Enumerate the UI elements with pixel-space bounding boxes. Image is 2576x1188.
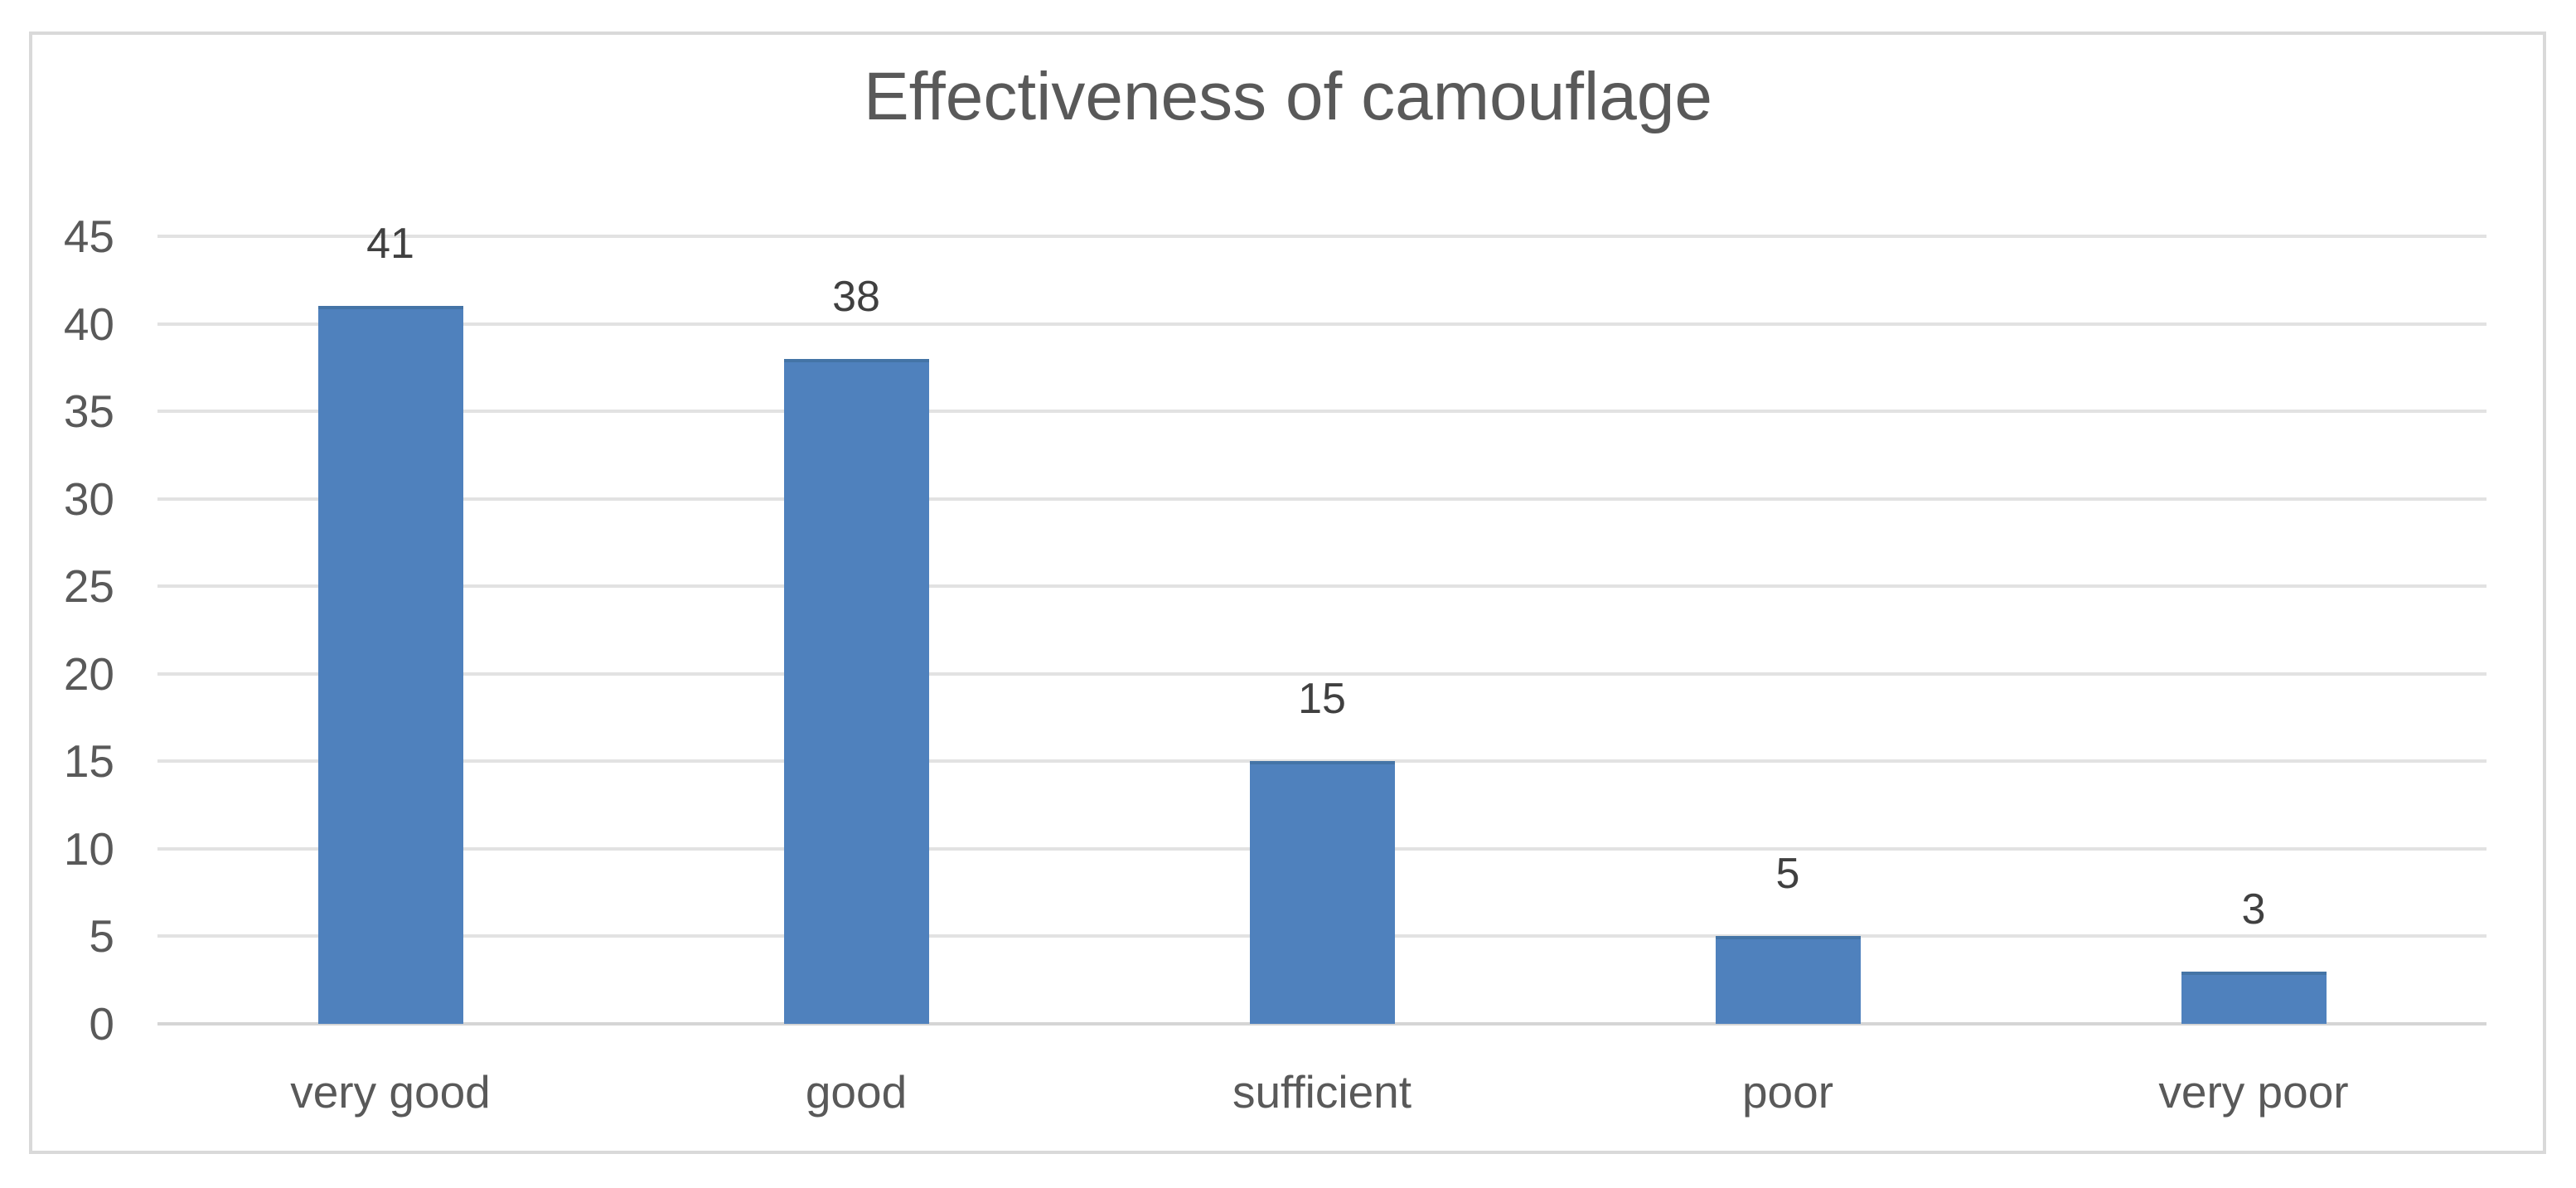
gridline bbox=[157, 497, 2486, 501]
y-tick-label: 25 bbox=[63, 560, 114, 613]
bar-value-label: 3 bbox=[2241, 885, 2266, 933]
category-label: good bbox=[805, 1066, 908, 1118]
y-tick-label: 5 bbox=[89, 910, 114, 963]
bar-value-label: 5 bbox=[1775, 850, 1800, 899]
y-tick-label: 45 bbox=[63, 211, 114, 262]
y-tick-label: 10 bbox=[63, 822, 114, 875]
y-tick-label: 20 bbox=[63, 647, 114, 700]
x-axis-line bbox=[157, 1022, 2486, 1026]
bar-very-poor bbox=[2181, 971, 2327, 1024]
bar-value-label: 38 bbox=[832, 272, 880, 321]
bar-very-good bbox=[317, 306, 463, 1024]
gridline bbox=[157, 672, 2486, 676]
gridline bbox=[157, 322, 2486, 326]
category-label: very good bbox=[290, 1066, 491, 1118]
gridline bbox=[157, 584, 2486, 589]
y-tick-label: 35 bbox=[63, 385, 114, 438]
gridline bbox=[157, 410, 2486, 414]
bar-value-label: 15 bbox=[1298, 675, 1346, 724]
bar-sufficient bbox=[1249, 761, 1395, 1024]
plot-area: 41 38 15 5 3 bbox=[157, 220, 2486, 1026]
category-label: sufficient bbox=[1232, 1066, 1412, 1118]
bar-poor bbox=[1715, 936, 1861, 1024]
y-tick-label: 15 bbox=[63, 735, 114, 788]
y-tick-label: 0 bbox=[89, 998, 114, 1050]
gridline bbox=[157, 235, 2486, 238]
bar-value-label: 41 bbox=[366, 220, 414, 269]
bar-good bbox=[783, 358, 929, 1024]
category-label: very poor bbox=[2158, 1066, 2349, 1118]
y-tick-label: 30 bbox=[63, 473, 114, 525]
category-label: poor bbox=[1741, 1066, 1834, 1118]
chart-title: Effectiveness of camouflage bbox=[863, 59, 1713, 134]
y-tick-label: 40 bbox=[63, 298, 114, 350]
